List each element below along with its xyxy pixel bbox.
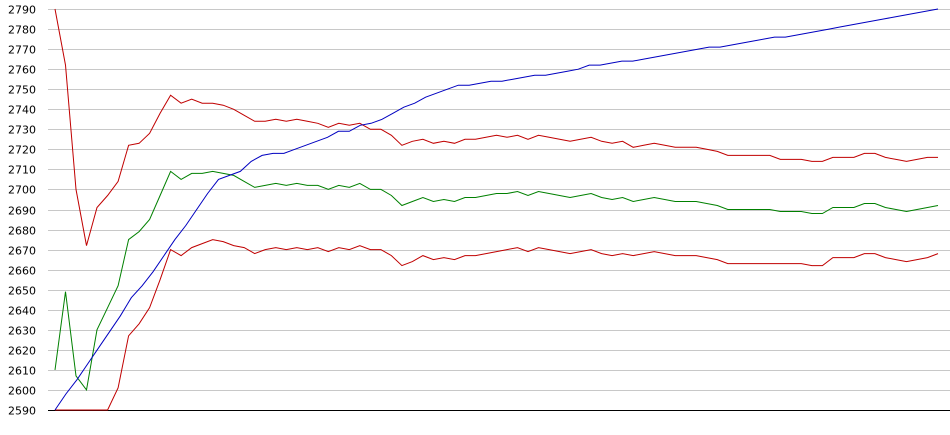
y-tick-label: 2760 — [8, 64, 36, 77]
y-tick-label: 2590 — [8, 405, 36, 418]
y-tick-label: 2790 — [8, 4, 36, 17]
y-tick-label: 2710 — [8, 164, 36, 177]
series-line-4 — [54, 8, 939, 411]
series-line-2 — [54, 170, 939, 392]
y-axis-tick-labels: 2590 2600 2610 2620 2630 2640 2650 2660 2670 2680… — [8, 4, 36, 418]
y-tick-label: 2610 — [8, 365, 36, 378]
y-tick-label: 2750 — [8, 84, 36, 97]
series-line-1 — [54, 8, 938, 246]
y-tick-label: 2780 — [8, 24, 36, 37]
y-tick-label: 2600 — [8, 385, 36, 398]
y-tick-label: 2620 — [8, 345, 36, 358]
y-tick-label: 2680 — [8, 225, 36, 238]
y-tick-label: 2630 — [8, 325, 36, 338]
y-tick-label: 2650 — [8, 285, 36, 298]
y-tick-label: 2660 — [8, 265, 36, 278]
y-tick-label: 2770 — [8, 44, 36, 57]
series-lines — [54, 8, 939, 411]
y-tick-label: 2690 — [8, 205, 36, 218]
y-tick-label: 2730 — [8, 124, 36, 137]
gridlines — [48, 9, 950, 411]
y-tick-label: 2740 — [8, 104, 36, 117]
series-line-3 — [55, 239, 939, 411]
y-tick-label: 2670 — [8, 245, 36, 258]
y-tick-label: 2720 — [8, 144, 36, 157]
y-tick-label: 2640 — [8, 305, 36, 318]
y-tick-label: 2700 — [8, 184, 36, 197]
